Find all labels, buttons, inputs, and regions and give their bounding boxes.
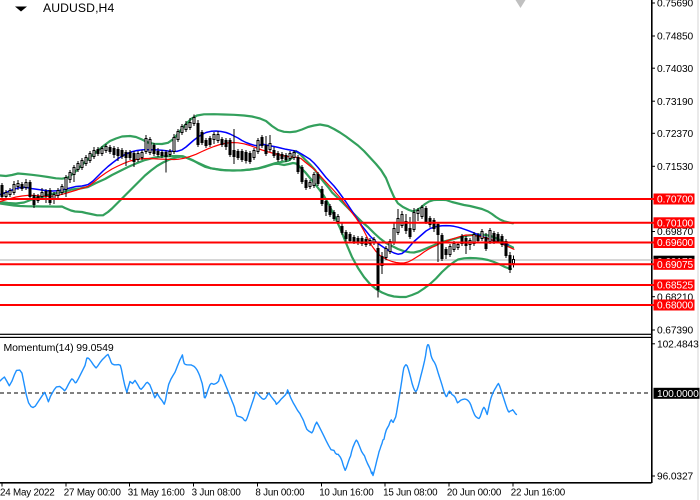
svg-text:Momentum(14) 99.0549: Momentum(14) 99.0549 — [4, 342, 114, 354]
svg-text:96.0327: 96.0327 — [657, 472, 694, 483]
svg-text:15 Jun 08:00: 15 Jun 08:00 — [383, 487, 438, 498]
svg-text:20 Jun 00:00: 20 Jun 00:00 — [447, 487, 502, 498]
svg-text:10 Jun 16:00: 10 Jun 16:00 — [319, 487, 374, 498]
svg-text:0.74030: 0.74030 — [657, 64, 694, 75]
svg-text:0.68210: 0.68210 — [657, 292, 694, 303]
svg-text:0.72370: 0.72370 — [657, 129, 694, 140]
svg-text:0.75690: 0.75690 — [657, 0, 694, 10]
svg-text:0.68525: 0.68525 — [657, 281, 694, 292]
svg-text:0.71530: 0.71530 — [657, 162, 694, 173]
svg-text:AUDUSD,H4: AUDUSD,H4 — [43, 1, 114, 15]
svg-text:8 Jun 00:00: 8 Jun 00:00 — [255, 487, 305, 498]
svg-text:27 May 00:00: 27 May 00:00 — [64, 487, 122, 498]
svg-text:102.4843: 102.4843 — [657, 340, 699, 351]
svg-text:100.0000: 100.0000 — [657, 389, 699, 400]
svg-text:0.74850: 0.74850 — [657, 32, 694, 43]
svg-text:31 May 16:00: 31 May 16:00 — [128, 487, 186, 498]
svg-text:0.73190: 0.73190 — [657, 97, 694, 108]
svg-text:0.68000: 0.68000 — [657, 301, 694, 312]
svg-text:0.70700: 0.70700 — [657, 195, 694, 206]
svg-text:0.67390: 0.67390 — [657, 326, 694, 337]
svg-text:22 Jun 16:00: 22 Jun 16:00 — [511, 487, 566, 498]
svg-text:0.69870: 0.69870 — [657, 227, 694, 238]
svg-text:0.69600: 0.69600 — [657, 238, 694, 249]
svg-text:0.70100: 0.70100 — [657, 219, 694, 230]
svg-text:0.69075: 0.69075 — [657, 260, 694, 271]
svg-text:24 May 2022: 24 May 2022 — [0, 487, 54, 498]
svg-text:3 Jun 08:00: 3 Jun 08:00 — [192, 487, 242, 498]
